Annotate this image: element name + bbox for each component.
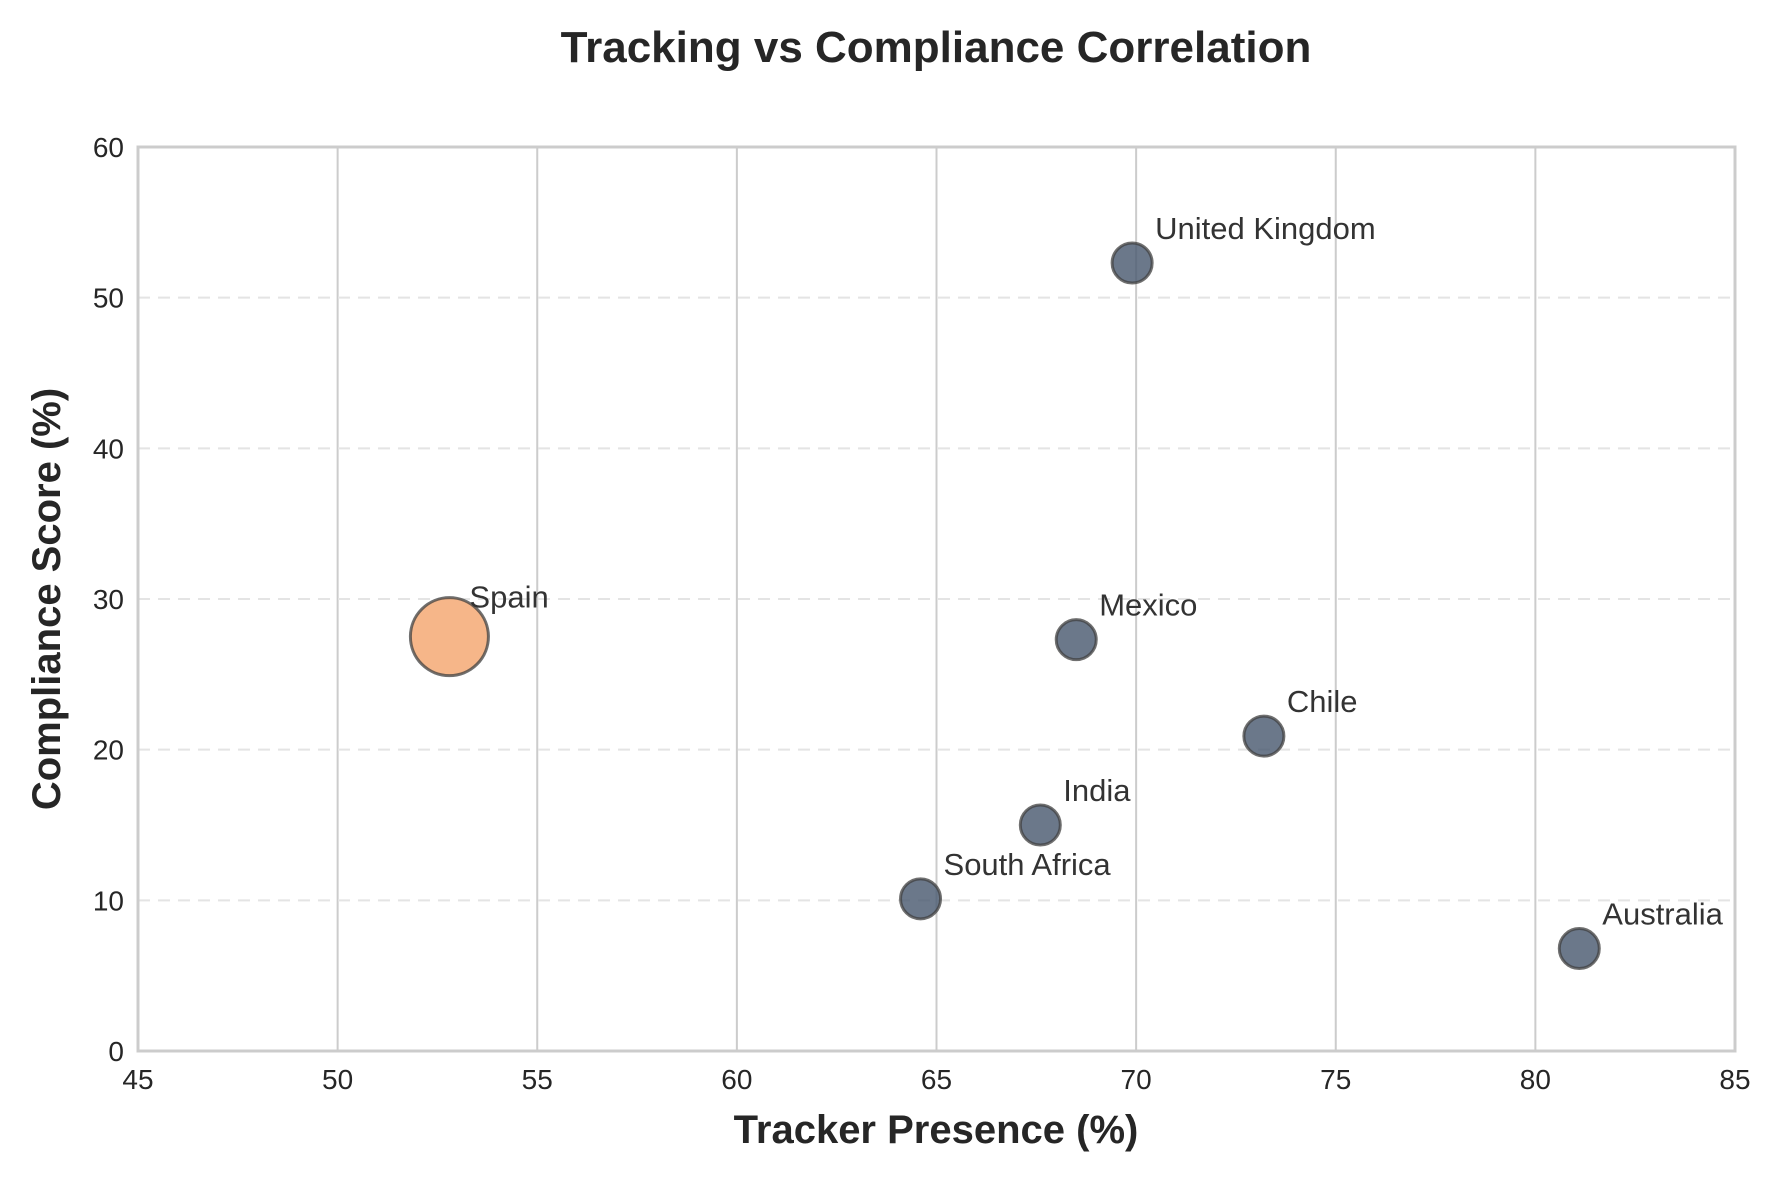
data-points: [408, 241, 1601, 971]
scatter-point: [1054, 618, 1098, 662]
point-label: United Kingdom: [1155, 211, 1376, 246]
y-tick-label: 40: [93, 433, 124, 464]
scatter-point: [1110, 241, 1154, 285]
x-tick-label: 50: [322, 1064, 353, 1095]
x-tick-label: 85: [1719, 1064, 1750, 1095]
point-label: Spain: [469, 580, 548, 615]
y-tick-label: 30: [93, 584, 124, 615]
x-tick-label: 55: [522, 1064, 553, 1095]
scatter-point: [1018, 803, 1062, 847]
point-labels: United Kingdom Spain Mexico Chile India South…: [469, 211, 1723, 932]
x-tick-label: 60: [721, 1064, 752, 1095]
y-tick-label: 50: [93, 283, 124, 314]
scatter-point: [899, 877, 943, 921]
x-axis-label: Tracker Presence (%): [734, 1108, 1139, 1152]
plot-frame: [136, 145, 1737, 1053]
y-tick-label: 60: [93, 132, 124, 163]
x-tick-label: 70: [1121, 1064, 1152, 1095]
scatter-point: [408, 596, 490, 678]
y-tick-label: 0: [108, 1036, 124, 1067]
scatter-point: [1557, 927, 1601, 971]
y-axis-label: Compliance Score (%): [25, 388, 69, 810]
tick-labels: 45 50 55 60 65 70 75 80 85 0 10 20 30 40 50 60: [93, 132, 1751, 1095]
point-label: Australia: [1602, 897, 1723, 932]
x-tick-label: 80: [1520, 1064, 1551, 1095]
x-tick-label: 65: [921, 1064, 952, 1095]
point-label: Mexico: [1099, 588, 1197, 623]
point-label: Chile: [1287, 684, 1358, 719]
x-tick-label: 75: [1320, 1064, 1351, 1095]
scatter-point: [1242, 714, 1286, 758]
point-label: South Africa: [944, 847, 1112, 882]
y-tick-label: 10: [93, 885, 124, 916]
y-tick-label: 20: [93, 735, 124, 766]
grid-lines: [138, 147, 1735, 1051]
chart-title: Tracking vs Compliance Correlation: [561, 23, 1312, 72]
x-tick-label: 45: [122, 1064, 153, 1095]
point-label: India: [1063, 773, 1131, 808]
